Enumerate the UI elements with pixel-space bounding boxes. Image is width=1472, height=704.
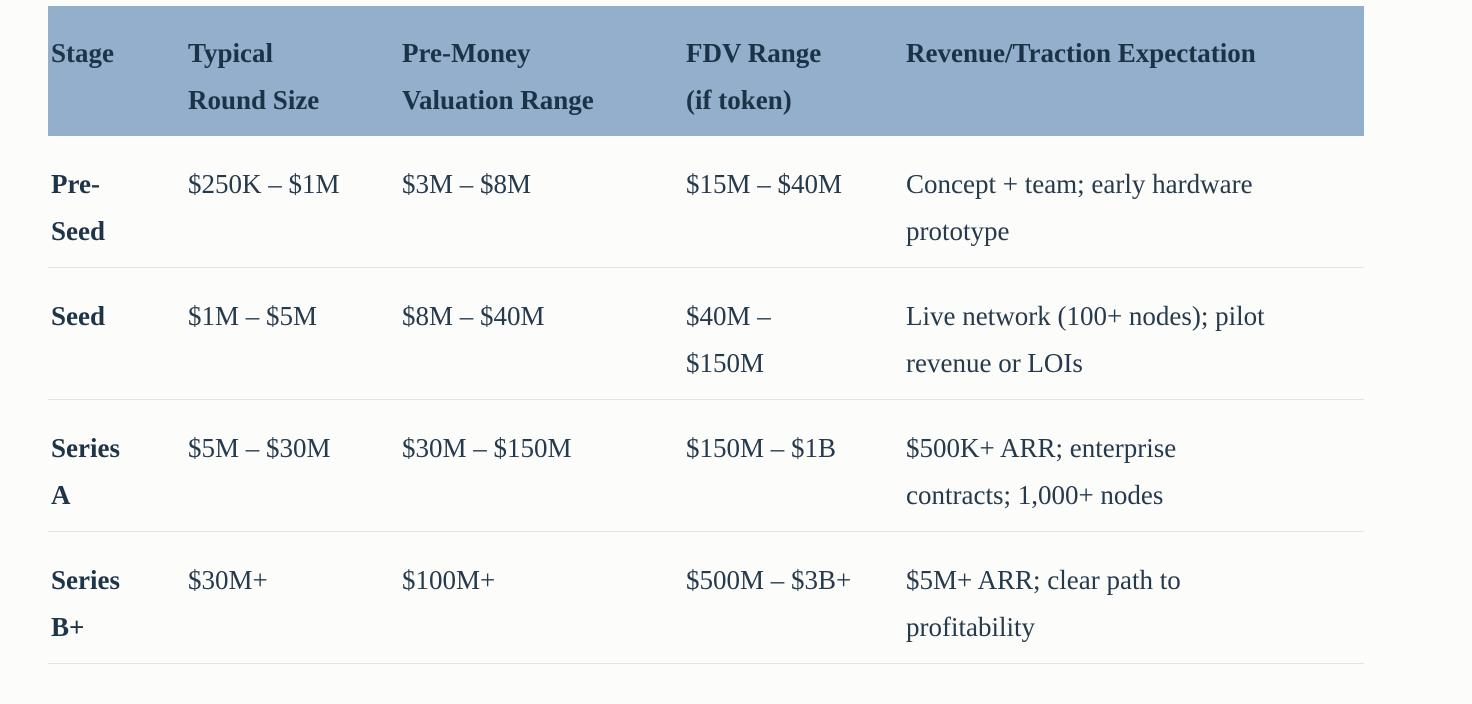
table-header-row: Stage Typical Round Size Pre-Money Valua… — [48, 6, 1364, 136]
cell-revenue: $500K+ ARR; enterprise contracts; 1,000+… — [906, 433, 1177, 510]
cell-round-size: $1M – $5M — [188, 301, 318, 331]
cell-round-size: $30M+ — [188, 565, 268, 595]
cell-round-size: $250K – $1M — [188, 169, 340, 199]
column-header-fdv: FDV Range (if token) — [686, 38, 822, 115]
cell-fdv: $40M – $150M — [686, 301, 771, 378]
column-header-stage: Stage — [51, 38, 114, 68]
cell-round-size: $5M – $30M — [188, 433, 331, 463]
table-row: Series B+ $30M+ $100M+ $500M – $3B+ $5M+… — [48, 532, 1364, 664]
cell-stage: Series A — [51, 433, 120, 510]
cell-revenue: Live network (100+ nodes); pilot revenue… — [906, 301, 1265, 378]
cell-revenue: $5M+ ARR; clear path to profitability — [906, 565, 1181, 642]
cell-stage: Series B+ — [51, 565, 120, 642]
table-row: Series A $5M – $30M $30M – $150M $150M –… — [48, 400, 1364, 532]
cell-valuation: $8M – $40M — [402, 301, 545, 331]
table-row: Pre- Seed $250K – $1M $3M – $8M $15M – $… — [48, 136, 1364, 268]
column-header-round-size: Typical Round Size — [188, 38, 320, 115]
column-header-valuation: Pre-Money Valuation Range — [402, 38, 594, 115]
cell-valuation: $30M – $150M — [402, 433, 572, 463]
cell-revenue: Concept + team; early hardware prototype — [906, 169, 1253, 246]
cell-stage: Seed — [51, 301, 105, 331]
funding-stage-table: Stage Typical Round Size Pre-Money Valua… — [48, 6, 1364, 664]
cell-fdv: $500M – $3B+ — [686, 565, 852, 595]
cell-fdv: $150M – $1B — [686, 433, 837, 463]
table-row: Seed $1M – $5M $8M – $40M $40M – $150M L… — [48, 268, 1364, 400]
cell-valuation: $100M+ — [402, 565, 496, 595]
cell-valuation: $3M – $8M — [402, 169, 532, 199]
cell-stage: Pre- Seed — [51, 169, 105, 246]
cell-fdv: $15M – $40M — [686, 169, 843, 199]
column-header-revenue: Revenue/Traction Expectation — [906, 38, 1256, 68]
